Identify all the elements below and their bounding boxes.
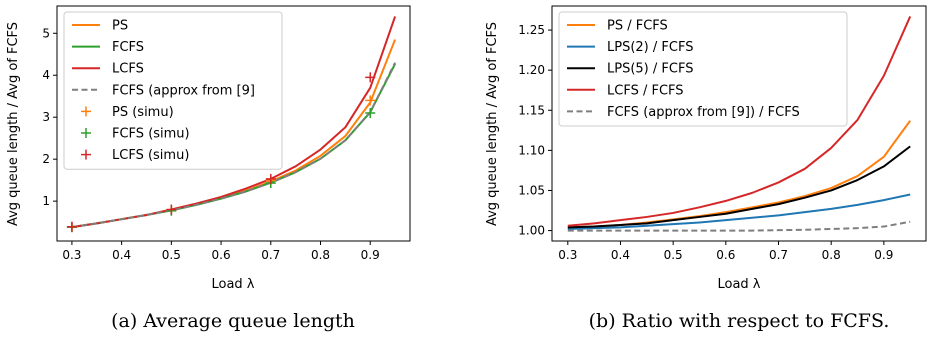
panel-b-ticks: 0.3 0.4 0.5 0.6 0.7 0.8 0.9 1.00 1.05 1.10 1.15 1.2… bbox=[518, 23, 893, 262]
panel-a-xtick-label: 0.6 bbox=[212, 248, 231, 262]
panel-a-ytick-label: 2 bbox=[42, 152, 50, 166]
panel-a-ytick-label: 4 bbox=[42, 68, 50, 82]
panel-a-xtick-label: 0.9 bbox=[361, 248, 380, 262]
panel-b-legend-item: LPS(5) / FCFS bbox=[567, 62, 693, 77]
panel-a-legend-label: LCFS (simu) bbox=[112, 148, 189, 163]
panel-a-legend-label: FCFS (approx from [9] bbox=[112, 83, 255, 98]
panel-b-legend-label: LPS(5) / FCFS bbox=[607, 62, 693, 77]
panel-a-xtick-label: 0.4 bbox=[112, 248, 131, 262]
panel-a-legend-box bbox=[63, 11, 283, 170]
panel-b-xlabel: Load λ bbox=[717, 277, 760, 292]
panel-a-ytick-label: 1 bbox=[42, 194, 50, 208]
panel-a-xtick-label: 0.5 bbox=[162, 248, 181, 262]
panel-a-ticks: 0.3 0.4 0.5 0.6 0.7 0.8 0.9 1 2 3 4 5 bbox=[42, 26, 379, 262]
panel-b-ytick-label: 1.25 bbox=[518, 23, 545, 37]
panel-a-legend-label: LCFS bbox=[112, 62, 144, 77]
panel-b-series-lps-2-fcfs bbox=[567, 193, 911, 230]
panel-a-legend-item: FCFS (approx from [9] bbox=[72, 83, 255, 98]
panel-a-caption: (a) Average queue length bbox=[111, 310, 355, 332]
panel-a-ytick-label: 3 bbox=[42, 110, 50, 124]
panel-b-legend-label: LCFS / FCFS bbox=[607, 83, 684, 98]
panel-a-point-ps-simu bbox=[365, 95, 376, 106]
panel-a-series-fcfs-approx-from-9 bbox=[71, 62, 396, 229]
panel-b-legend-label: PS / FCFS bbox=[607, 19, 668, 34]
panel-a-point-lcfs-simu bbox=[66, 221, 77, 232]
panel-b-marks bbox=[567, 16, 912, 232]
panel-a-xtick-label: 0.3 bbox=[62, 248, 81, 262]
panel-b-ytick-label: 1.15 bbox=[518, 103, 545, 117]
panel-b-xtick-label: 0.5 bbox=[664, 248, 683, 262]
panel-b-series-fcfs-approx-from-9-fcfs bbox=[567, 220, 911, 232]
panel-a-legend-label: PS bbox=[112, 19, 128, 34]
panel-b-ytick-label: 1.00 bbox=[518, 224, 545, 238]
panel-a-legend: PS FCFS LCFS FCFS (approx from [9] PS (simu)… bbox=[63, 11, 283, 170]
panel-a-legend-item: PS (simu) bbox=[81, 105, 174, 120]
panel-b-xtick-label: 0.8 bbox=[822, 248, 841, 262]
panel-a-ylabel: Avg queue length / Avg of FCFS bbox=[6, 22, 21, 226]
panel-a-legend-item: FCFS (simu) bbox=[81, 127, 190, 142]
panel-b-xtick-label: 0.6 bbox=[716, 248, 735, 262]
panel-a-legend-item: LCFS bbox=[72, 62, 144, 77]
panel-b-legend-item: FCFS (approx from [9]) / FCFS bbox=[567, 105, 800, 120]
panel-a-point-lcfs-simu bbox=[166, 204, 177, 215]
panel-b-legend-item: LPS(2) / FCFS bbox=[567, 40, 693, 55]
panel-b-legend: PS / FCFS LPS(2) / FCFS LPS(5) / FCFS LCFS … bbox=[558, 11, 848, 127]
panel-a-marks bbox=[66, 16, 397, 233]
panel-a-legend-label: PS (simu) bbox=[112, 105, 174, 120]
panel-b-ytick-label: 1.05 bbox=[518, 183, 545, 197]
panel-b-series-lps-5-fcfs bbox=[567, 145, 911, 229]
panel-b-xtick-label: 0.9 bbox=[874, 248, 893, 262]
panel-b-ytick-label: 1.10 bbox=[518, 143, 545, 157]
panel-b-chart: 0.3 0.4 0.5 0.6 0.7 0.8 0.9 1.00 1.05 1.10 1.15 1.2… bbox=[485, 5, 927, 332]
panel-a-legend-item: FCFS bbox=[72, 40, 144, 55]
panel-a-chart: 0.3 0.4 0.5 0.6 0.7 0.8 0.9 1 2 3 4 5 Load λ Avg qu… bbox=[6, 5, 411, 332]
panel-b-legend-box bbox=[558, 11, 848, 127]
panel-b-ylabel: Avg queue length / Avg of FCFS bbox=[485, 22, 500, 226]
panel-a-xlabel: Load λ bbox=[211, 277, 254, 292]
panel-b-caption: (b) Ratio with respect to FCFS. bbox=[589, 310, 890, 332]
panel-b-legend-label: LPS(2) / FCFS bbox=[607, 40, 693, 55]
panel-a-ytick-label: 5 bbox=[42, 26, 50, 40]
panel-b-ytick-label: 1.20 bbox=[518, 63, 545, 77]
panel-b-legend-item: LCFS / FCFS bbox=[567, 83, 684, 98]
panel-a-legend-item: PS bbox=[72, 19, 128, 34]
panel-a-point-lcfs-simu bbox=[365, 72, 376, 83]
panel-a-point-fcfs-simu bbox=[365, 108, 376, 119]
panel-b-xtick-label: 0.7 bbox=[769, 248, 788, 262]
panel-a-series-lcfs bbox=[71, 16, 397, 229]
panel-a-point-lcfs-simu bbox=[265, 173, 276, 184]
panel-a-xtick-label: 0.8 bbox=[311, 248, 330, 262]
panel-b-legend-item: PS / FCFS bbox=[567, 19, 668, 34]
panel-a-legend-label: FCFS (simu) bbox=[112, 127, 190, 142]
panel-b-xtick-label: 0.3 bbox=[558, 248, 577, 262]
panel-a-xtick-label: 0.7 bbox=[261, 248, 280, 262]
panel-b-xtick-label: 0.4 bbox=[611, 248, 630, 262]
panel-b-legend-label: FCFS (approx from [9]) / FCFS bbox=[607, 105, 800, 120]
panel-a-legend-item: LCFS (simu) bbox=[81, 148, 189, 163]
panel-a-legend-label: FCFS bbox=[112, 40, 144, 55]
panel-b-series-lcfs-fcfs bbox=[567, 16, 912, 227]
